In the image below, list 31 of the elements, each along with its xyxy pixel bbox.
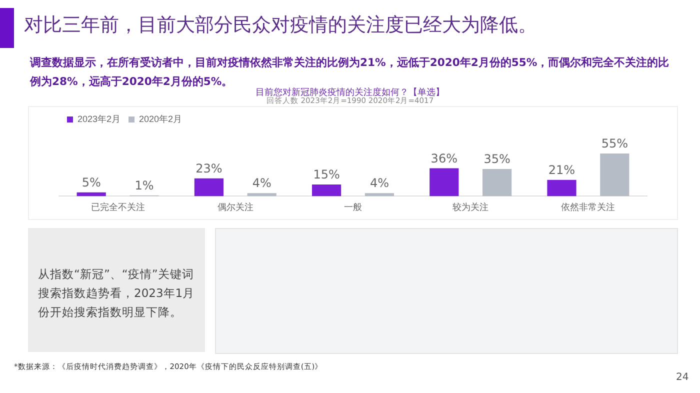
bar: [482, 168, 512, 196]
chart-title: 目前您对新冠肺炎疫情的关注度如何？【单选】: [256, 88, 444, 98]
data-label: 4%: [370, 176, 389, 190]
bar: [600, 153, 630, 196]
x-tick-label: 较为关注: [452, 202, 489, 212]
bar: [547, 180, 576, 196]
data-label: 55%: [601, 136, 628, 151]
data-label: 4%: [252, 176, 272, 190]
data-label: 5%: [82, 175, 101, 190]
bar: [76, 192, 106, 196]
bar: [194, 178, 224, 196]
data-label: 23%: [196, 161, 222, 176]
data-label: 1%: [134, 178, 154, 193]
x-tick-label: 已完全不关注: [90, 202, 145, 212]
legend-label: 2020年2月: [139, 114, 182, 124]
data-label: 21%: [548, 162, 576, 177]
text: 调查数据显示，在所有受访者中，目前对疫情依然非常关注的比例为21%，远低于2020年2月份的55%，而偶尔和完全不关注的比例为28%，远高于2020年2月份的5%。: [30, 56, 670, 88]
x-tick-label: 依然非常关注: [561, 202, 616, 212]
data-label: 35%: [484, 152, 510, 166]
data-label: 36%: [430, 151, 458, 166]
data-label: 15%: [313, 168, 340, 182]
x-tick-label: 偶尔关注: [217, 202, 254, 212]
x-tick-label: 一般: [344, 202, 362, 212]
text: 从指数“新冠”、“疫情”关键词搜索指数趋势看，2023年1月份开始搜索指数明显下降。: [38, 266, 196, 321]
bar: [312, 184, 342, 196]
text: 24: [676, 372, 689, 383]
legend-label: 2023年2月: [78, 114, 121, 124]
bar: [430, 168, 459, 196]
text: 对比三年前，目前大部分民众对疫情的关注度已经大为降低。: [24, 13, 537, 38]
bar: [364, 193, 394, 196]
bar: [247, 193, 276, 196]
